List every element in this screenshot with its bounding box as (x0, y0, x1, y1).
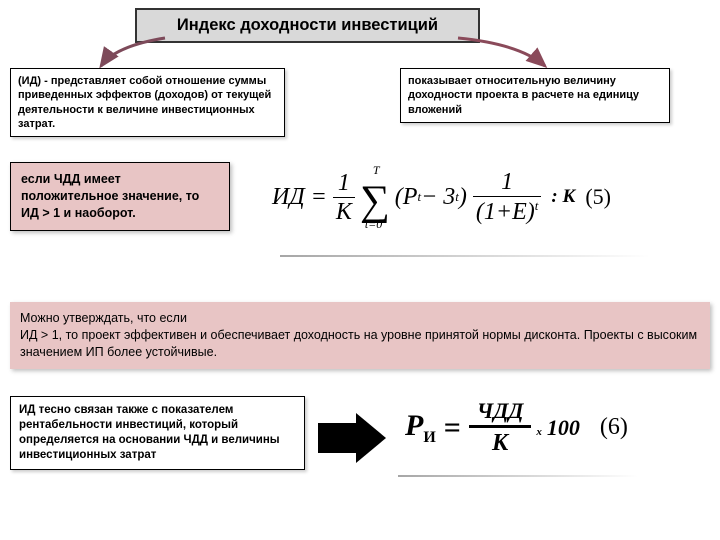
minus-term: − 3 (421, 184, 455, 211)
paren-open: (P (395, 184, 418, 211)
formula6-hundred: 100 (547, 415, 580, 441)
formula5-tail: : К (551, 186, 575, 208)
equals-sign-2: = (444, 411, 461, 445)
frac1-den: K (333, 198, 355, 224)
definition-left-box: (ИД) - представляет собой отношение сумм… (10, 68, 285, 137)
rentability-box: ИД тесно связан также с показателем рент… (10, 396, 305, 470)
assertion-box: Можно утверждать, что если ИД > 1, то пр… (10, 302, 710, 369)
formula6-lhs-sub: И (423, 429, 435, 446)
formula5-lhs: ИД (272, 184, 305, 211)
frac2-num: 1 (473, 170, 541, 197)
condition-box: если ЧДД имеет положительное значение, т… (10, 162, 230, 231)
formula5-underline (280, 255, 650, 257)
formula6-den: К (469, 428, 532, 455)
frac2-den-open: (1+ (476, 199, 512, 225)
assertion-line2: ИД > 1, то проект эффективен и обеспечив… (20, 328, 697, 359)
frac2-den-close: ) (527, 199, 535, 225)
definition-right-box: показывает относительную величину доходн… (400, 68, 670, 123)
formula6-mult: x (536, 426, 542, 438)
formula5-frac1: 1 K (333, 171, 355, 224)
equals-sign: = (311, 184, 327, 211)
formula6-underline (398, 475, 638, 477)
definition-left-text: (ИД) - представляет собой отношение сумм… (18, 75, 271, 130)
formula6-lhs: РИ (405, 409, 436, 447)
frac2-den-E: E (512, 199, 527, 225)
assertion-line1: Можно утверждать, что если (20, 311, 187, 325)
formula-5: ИД = 1 K T ∑ t=0 (Pt − 3t ) 1 (1+E)t : К… (272, 170, 712, 224)
formula6-frac: ЧДД К (469, 400, 532, 455)
arrow-head-icon (356, 413, 386, 463)
sum-upper: T (373, 163, 380, 178)
formula5-frac2: 1 (1+E)t (473, 170, 541, 224)
formula6-lhs-main: Р (405, 409, 423, 442)
formula6-num: ЧДД (469, 400, 532, 428)
frac2-den: (1+E)t (473, 197, 541, 224)
formula5-eqnum: (5) (585, 184, 611, 210)
paren-close: ) (459, 184, 467, 211)
sum-lower: t=0 (365, 217, 382, 232)
arrow-body (318, 423, 356, 453)
formula-6: РИ = ЧДД К x 100 (6) (405, 400, 705, 455)
frac1-num: 1 (333, 171, 355, 198)
formula6-eqnum: (6) (600, 414, 628, 441)
frac2-den-sup: t (535, 198, 539, 213)
